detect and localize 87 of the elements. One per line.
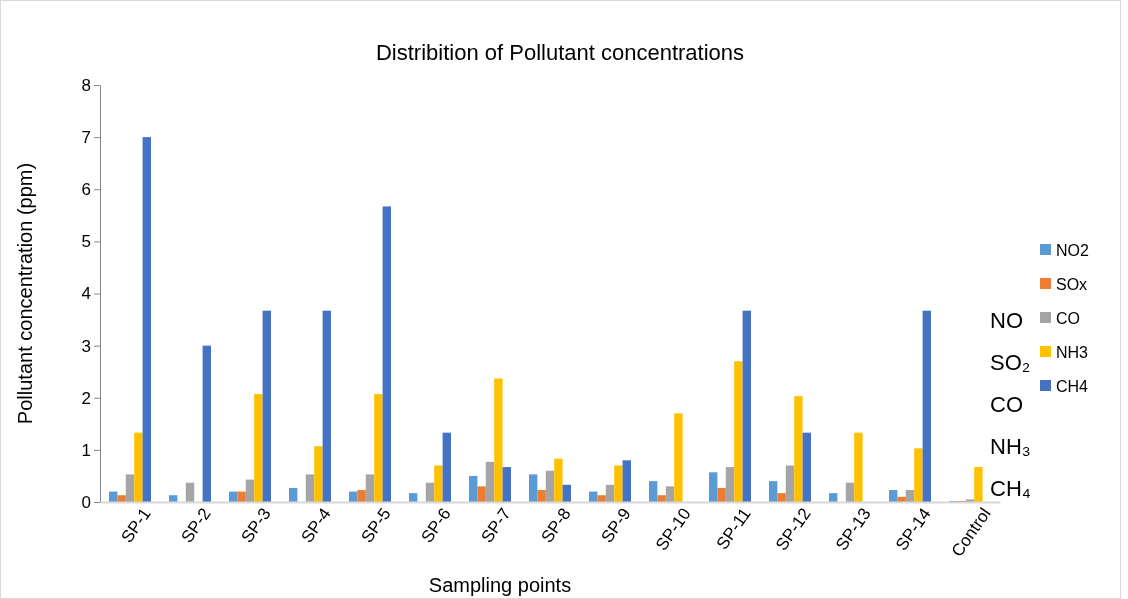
annotation: CH₄ [990,476,1031,501]
bar [502,467,511,502]
y-tick-label: 7 [81,128,91,148]
bar [254,394,263,502]
bar [614,465,623,502]
bar [709,472,718,502]
bar [562,484,571,502]
annotation: CO [990,392,1023,417]
bar [409,493,418,502]
bar [965,499,975,502]
x-axis-title: Sampling points [428,574,572,596]
bar [442,432,451,502]
y-tick-label: 0 [81,492,91,512]
bar [245,479,255,502]
legend-label: NH3 [1056,343,1089,361]
y-tick-label: 8 [81,75,91,95]
bar [237,491,246,502]
bar [494,378,503,502]
bar [262,310,271,502]
bar [134,432,143,502]
y-axis-title: Pollutant concentration (ppm) [14,162,36,425]
bar [889,490,898,502]
bar [897,496,906,502]
bar [829,493,838,502]
bar [622,460,631,502]
chart-title: Distribition of Pollutant concentrations [375,40,745,65]
bar [769,481,778,502]
y-tick-label: 2 [81,388,91,408]
bar [914,448,923,502]
bar [605,484,615,502]
bar [314,446,323,502]
bar [554,458,563,502]
bar [777,493,786,502]
annotation: SO₂ [990,350,1031,375]
bar [845,482,855,502]
bar [305,474,315,502]
bar [734,361,743,502]
bar [229,491,238,502]
bar [434,465,443,502]
bar [649,481,658,502]
bar [425,482,435,502]
legend-label: SOx [1056,275,1088,293]
bar [922,310,931,502]
bar [382,206,391,502]
bar [674,413,683,502]
bar [725,467,735,502]
bar [485,461,495,502]
bar [125,474,135,502]
bar [529,474,538,502]
bar [469,475,478,502]
annotation: NO [990,308,1023,333]
bar [185,482,195,502]
bar [365,474,375,502]
bar [717,487,726,502]
bar [322,310,331,502]
bar [545,470,555,502]
bar [357,490,366,502]
bar [289,487,298,502]
y-tick-label: 3 [81,336,91,356]
legend-label: CH4 [1056,377,1089,395]
bar [142,137,151,502]
bar [537,490,546,502]
bar [109,491,118,502]
bar [657,495,666,502]
bar [785,465,795,502]
bar [169,495,178,502]
annotation: NH₃ [990,434,1031,459]
bar [597,495,606,502]
y-tick-label: 1 [81,440,91,460]
y-tick-label: 4 [81,284,91,304]
y-tick-label: 6 [81,180,91,200]
bar [802,432,811,502]
bar [477,486,486,502]
bar [974,467,983,502]
bar [349,491,358,502]
bar [665,486,675,502]
bar [905,490,915,502]
bar [742,310,751,502]
bar [794,396,803,502]
bar [374,394,383,502]
legend-label: CO [1056,309,1080,327]
bar [854,432,863,502]
bar [202,345,211,502]
bar [589,491,598,502]
legend-label: NO2 [1056,241,1089,259]
y-tick-label: 5 [81,232,91,252]
bar [117,495,126,502]
